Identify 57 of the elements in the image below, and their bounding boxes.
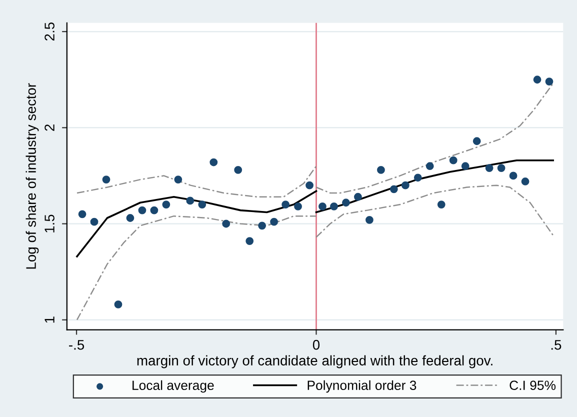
- point: [437, 200, 446, 208]
- y-tick-label: 2.5: [44, 22, 54, 41]
- point: [426, 162, 434, 170]
- point: [258, 222, 266, 230]
- point: [509, 172, 518, 180]
- point: [234, 166, 242, 174]
- line-series: [315, 159, 554, 214]
- point: [174, 176, 182, 184]
- point: [126, 214, 134, 222]
- point: [318, 202, 326, 210]
- y-tick-label: 1.5: [44, 214, 54, 232]
- legend-label: C.I 95%: [510, 380, 556, 390]
- point: [533, 76, 542, 84]
- point: [461, 162, 470, 170]
- point: [282, 200, 290, 208]
- point: [150, 206, 158, 214]
- point: [354, 192, 362, 201]
- point: [401, 181, 410, 190]
- point: [198, 200, 206, 208]
- x-tick-label: -.5: [69, 340, 84, 350]
- line-series: [76, 190, 318, 258]
- point: [521, 178, 530, 186]
- y-tick-label: 1: [44, 316, 54, 323]
- line-series: [316, 184, 554, 238]
- point: [414, 174, 422, 182]
- point: [485, 164, 494, 172]
- legend-label: Polynomial order 3: [308, 380, 416, 393]
- point: [162, 200, 170, 208]
- point: [545, 78, 554, 86]
- y-axis-title: Log of share of industry sector: [26, 83, 39, 269]
- x-axis-title: margin of victory of candidate aligned with the federal gov.: [137, 355, 492, 368]
- point: [449, 156, 458, 164]
- point: [186, 196, 194, 205]
- x-tick-label: 0: [312, 340, 320, 350]
- point: [246, 237, 254, 246]
- y-tick-label: 2: [44, 124, 54, 131]
- point: [270, 218, 278, 226]
- line-series: [76, 165, 317, 198]
- point: [78, 210, 86, 218]
- point: [472, 137, 481, 146]
- point: [390, 185, 398, 194]
- point: [114, 300, 122, 308]
- point: [377, 166, 385, 174]
- point: [90, 218, 98, 226]
- point: [138, 206, 146, 214]
- point: [342, 198, 350, 207]
- point: [210, 158, 218, 166]
- x-tick-label: .5: [551, 340, 562, 350]
- point: [294, 202, 302, 210]
- line-series: [76, 215, 317, 320]
- point: [497, 164, 506, 172]
- point: [306, 181, 314, 190]
- point: [366, 216, 374, 224]
- point: [102, 176, 110, 184]
- point: [222, 220, 230, 228]
- point: [330, 202, 338, 210]
- legend-label: Local average: [132, 380, 214, 393]
